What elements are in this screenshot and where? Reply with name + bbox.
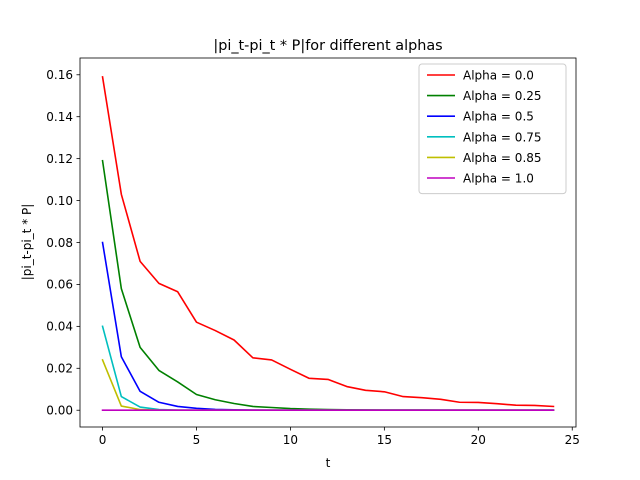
legend-label: Alpha = 0.75 [463, 130, 542, 144]
x-tick-label: 15 [377, 433, 392, 447]
legend-label: Alpha = 1.0 [463, 172, 534, 186]
x-tick-label: 5 [193, 433, 201, 447]
legend-label: Alpha = 0.25 [463, 89, 542, 103]
legend: Alpha = 0.0 Alpha = 0.25 Alpha = 0.5 Alpha … [418, 63, 567, 195]
legend-label: Alpha = 0.5 [463, 110, 534, 124]
y-tick-label: 0.04 [46, 320, 73, 334]
y-tick-label: 0.10 [46, 194, 73, 208]
axes-frame [79, 57, 577, 428]
y-tick-label: 0.00 [46, 404, 73, 418]
x-tick-label: 10 [283, 433, 298, 447]
y-tick-label: 0.08 [46, 236, 73, 250]
x-tick-label: 0 [99, 433, 107, 447]
y-tick-label: 0.12 [46, 152, 73, 166]
plot-area: 0 5 10 15 20 25 0.00 0.02 0.04 0.06 0.08 0.10 0.12 0.… [46, 57, 580, 447]
series-line-0 [101, 75, 555, 408]
legend-label: Alpha = 0.0 [463, 69, 534, 83]
x-axis-label: t [326, 456, 331, 470]
x-tick-label: 25 [565, 433, 580, 447]
y-tick-label: 0.16 [46, 68, 73, 82]
y-tick-label: 0.14 [46, 110, 73, 124]
y-axis-label: |pi_t-pi_t * P| [20, 204, 34, 281]
x-tick-label: 20 [471, 433, 486, 447]
y-tick-label: 0.02 [46, 362, 73, 376]
y-tick-label: 0.06 [46, 278, 73, 292]
chart-title: |pi_t-pi_t * P|for different alphas [213, 38, 442, 54]
legend-box [418, 63, 567, 195]
legend-label: Alpha = 0.85 [463, 151, 542, 165]
